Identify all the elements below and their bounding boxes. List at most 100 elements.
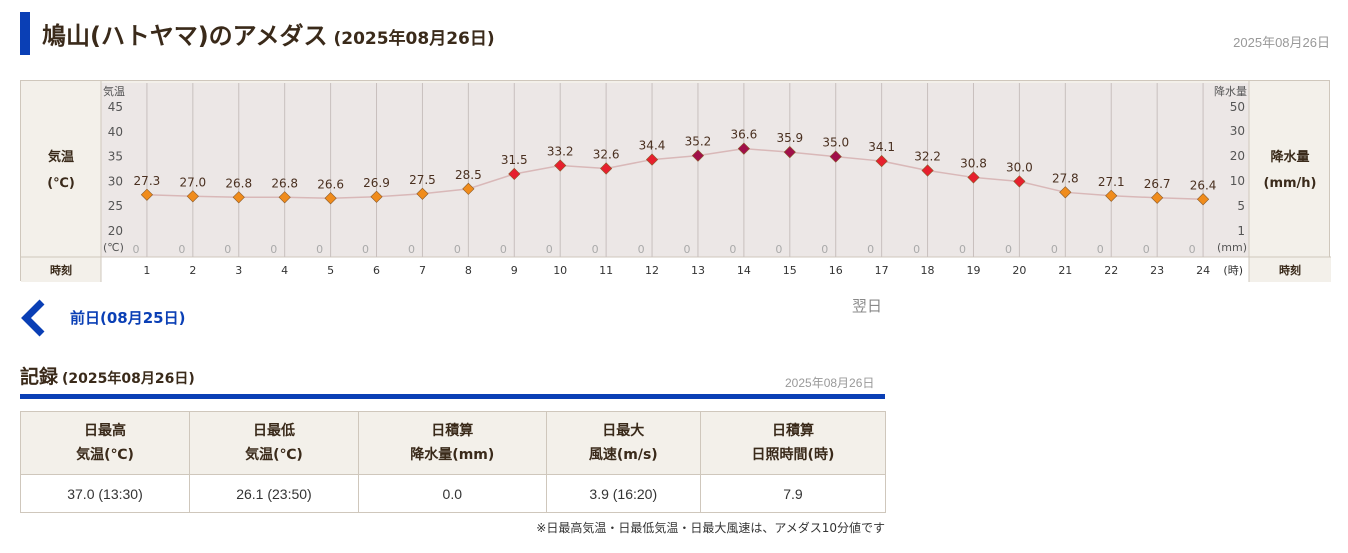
header-line: 降水量(mm) [410, 447, 495, 463]
precip-value: 0 [729, 243, 736, 256]
precip-value: 0 [362, 243, 369, 256]
temperature-point [232, 191, 245, 204]
precip-value: 0 [1097, 243, 1104, 256]
x-tick: 19 [966, 264, 980, 277]
temperature-point [783, 146, 796, 159]
y-left-axis-label: 気温 [103, 84, 125, 98]
y-right-tick: 5 [1237, 199, 1245, 213]
temperature-label: 27.8 [1052, 171, 1079, 185]
x-tick: 1 [143, 264, 150, 277]
temperature-point [645, 153, 659, 166]
header-line: 日積算 [431, 423, 474, 439]
header-line: 日最大 [602, 423, 645, 439]
temperature-point [1105, 189, 1118, 202]
header-min-temp: 日最低 気温(℃) [188, 411, 359, 475]
temperature-label: 27.5 [409, 173, 436, 187]
x-tick: 12 [645, 264, 659, 277]
chart-svg: 202530354045気温(℃)1510203050降水量(mm)気温(℃)降… [21, 81, 1331, 282]
header-line: 気温(℃) [76, 447, 134, 463]
precip-value: 0 [638, 243, 645, 256]
page-title-text: 鳩山(ハトヤマ)のアメダス [42, 22, 328, 50]
x-tick: 23 [1150, 264, 1164, 277]
temperature-label: 26.9 [363, 176, 390, 190]
temperature-point [554, 159, 567, 172]
x-tick: 22 [1104, 264, 1118, 277]
records-value-row: 37.0 (13:30) 26.1 (23:50) 0.0 3.9 (16:20… [20, 474, 887, 513]
temperature-point [691, 149, 705, 162]
temperature-point [967, 171, 980, 184]
y-right-tick: 10 [1230, 174, 1245, 188]
temperature-point [1151, 191, 1164, 204]
precip-value: 0 [454, 243, 461, 256]
left-title-unit: (℃) [47, 176, 75, 191]
temperature-point [186, 190, 199, 203]
precip-value: 0 [132, 243, 139, 256]
temperature-label: 26.8 [271, 176, 298, 190]
x-tick: 7 [419, 264, 426, 277]
y-left-tick: 20 [108, 224, 123, 238]
x-tick: 5 [327, 264, 334, 277]
precip-value: 0 [1051, 243, 1058, 256]
records-date: 2025年08月26日 [785, 376, 875, 390]
x-tick: 14 [737, 264, 751, 277]
next-day-link[interactable]: 翌日 [852, 297, 883, 315]
page-subtitle: (2025年08月26日) [333, 29, 495, 49]
temperature-label: 26.7 [1144, 177, 1171, 191]
prev-day-link[interactable]: 前日(08月25日) [70, 309, 186, 327]
records-divider [20, 394, 885, 399]
temperature-point [921, 164, 934, 177]
temperature-point [875, 154, 888, 168]
header-line: 日積算 [771, 423, 814, 439]
header-max-temp: 日最高気温(℃) [20, 411, 190, 475]
x-tick: 21 [1058, 264, 1072, 277]
precip-value: 0 [1189, 243, 1196, 256]
precip-value: 0 [775, 243, 782, 256]
temperature-label: 27.3 [134, 174, 161, 188]
precip-value: 0 [1143, 243, 1150, 256]
header-line: 日照時間(時) [751, 447, 835, 463]
precip-value: 0 [408, 243, 415, 256]
precip-value: 0 [592, 243, 599, 256]
time-row-label-right: 時刻 [1279, 263, 1301, 277]
temperature-label: 26.6 [317, 177, 344, 191]
x-tick: 16 [829, 264, 843, 277]
time-row-left-cell [21, 257, 101, 282]
header-line: 風速(m/s) [588, 447, 658, 463]
header-precip: 日積算降水量(mm) [357, 411, 547, 475]
left-title: 気温 [48, 149, 74, 165]
x-tick: 15 [783, 264, 797, 277]
title-accent-bar [20, 12, 30, 55]
time-row [21, 257, 1331, 282]
temperature-label: 30.8 [960, 156, 987, 170]
x-tick: 13 [691, 264, 705, 277]
y-right-tick: 50 [1230, 100, 1245, 114]
time-row-right-cell [1249, 257, 1331, 282]
records-title-text: 記録 [20, 366, 59, 388]
temperature-label: 30.0 [1006, 160, 1033, 174]
temperature-label: 34.1 [868, 140, 895, 154]
value-wind: 3.9 (16:20) [545, 474, 701, 513]
amedas-chart: 20 25 30 35 40 45 気温 (℃) 1 5 10 20 30 50 降水量 (mm) 気温 (℃) 降… [20, 80, 1331, 282]
records-subtitle: (2025年08月26日) [62, 371, 195, 387]
x-tick: 24 [1196, 264, 1210, 277]
temperature-label: 32.2 [914, 149, 941, 163]
x-tick: 2 [189, 264, 196, 277]
value-sunshine: 7.9 [699, 474, 887, 513]
records-title: 記録 (2025年08月26日) [20, 362, 195, 389]
chevron-left-icon[interactable] [18, 298, 58, 338]
y-right-tick: 20 [1230, 149, 1245, 163]
temperature-label: 35.9 [776, 131, 803, 145]
precip-value: 0 [316, 243, 323, 256]
value-precip: 0.0 [357, 474, 547, 513]
temperature-label: 35.2 [685, 135, 712, 149]
x-tick: 3 [235, 264, 242, 277]
value-min-temp: 26.1 (23:50) [188, 474, 359, 513]
temperature-label: 27.0 [179, 175, 206, 189]
precip-value: 0 [224, 243, 231, 256]
temperature-point [416, 187, 429, 200]
y-left-tick: 35 [108, 150, 123, 164]
temperature-label: 34.4 [639, 139, 666, 153]
header-line: 日最高 [83, 423, 126, 439]
x-tick: 18 [921, 264, 935, 277]
x-tick: 4 [281, 264, 288, 277]
